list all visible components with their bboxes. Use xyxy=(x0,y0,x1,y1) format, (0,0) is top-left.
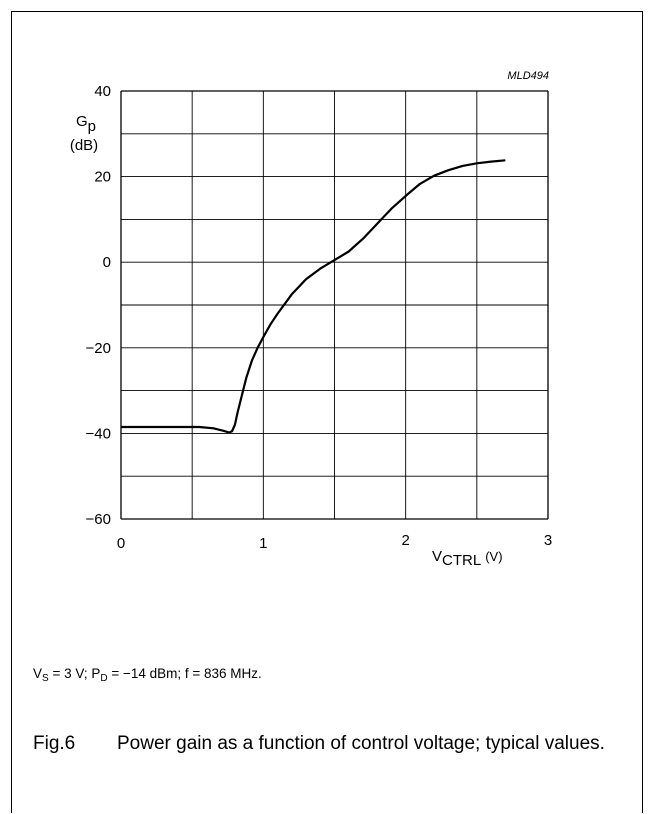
x-tick-label: 2 xyxy=(401,532,409,549)
series-line xyxy=(121,159,506,434)
y-axis-unit: (dB) xyxy=(70,137,98,154)
chart-grid xyxy=(120,90,549,520)
y-tick-label: −40 xyxy=(86,425,111,442)
y-axis-label: Gp xyxy=(76,113,96,135)
tick-labels: 40 20 0 −20 −40 −60 0 1 2 3 xyxy=(86,83,553,552)
test-conditions: VS = 3 V; PD = −14 dBm; f = 836 MHz. xyxy=(33,666,262,684)
figure-title: Power gain as a function of control volt… xyxy=(117,733,605,754)
x-tick-label: 3 xyxy=(544,532,552,549)
x-axis-label: VCTRL (V) xyxy=(432,548,503,569)
y-tick-label: 40 xyxy=(94,83,111,100)
y-tick-label: −20 xyxy=(86,340,111,357)
x-tick-label: 0 xyxy=(117,535,125,552)
figure-caption: Fig.6 Power gain as a function of control… xyxy=(33,730,617,758)
chart-code: MLD494 xyxy=(507,70,549,82)
figure-frame xyxy=(11,11,643,813)
y-tick-label: −60 xyxy=(86,511,111,528)
y-tick-label: 0 xyxy=(103,254,111,271)
x-tick-label: 1 xyxy=(259,535,267,552)
figure-number: Fig.6 xyxy=(33,733,76,754)
y-tick-label: 20 xyxy=(94,169,111,186)
